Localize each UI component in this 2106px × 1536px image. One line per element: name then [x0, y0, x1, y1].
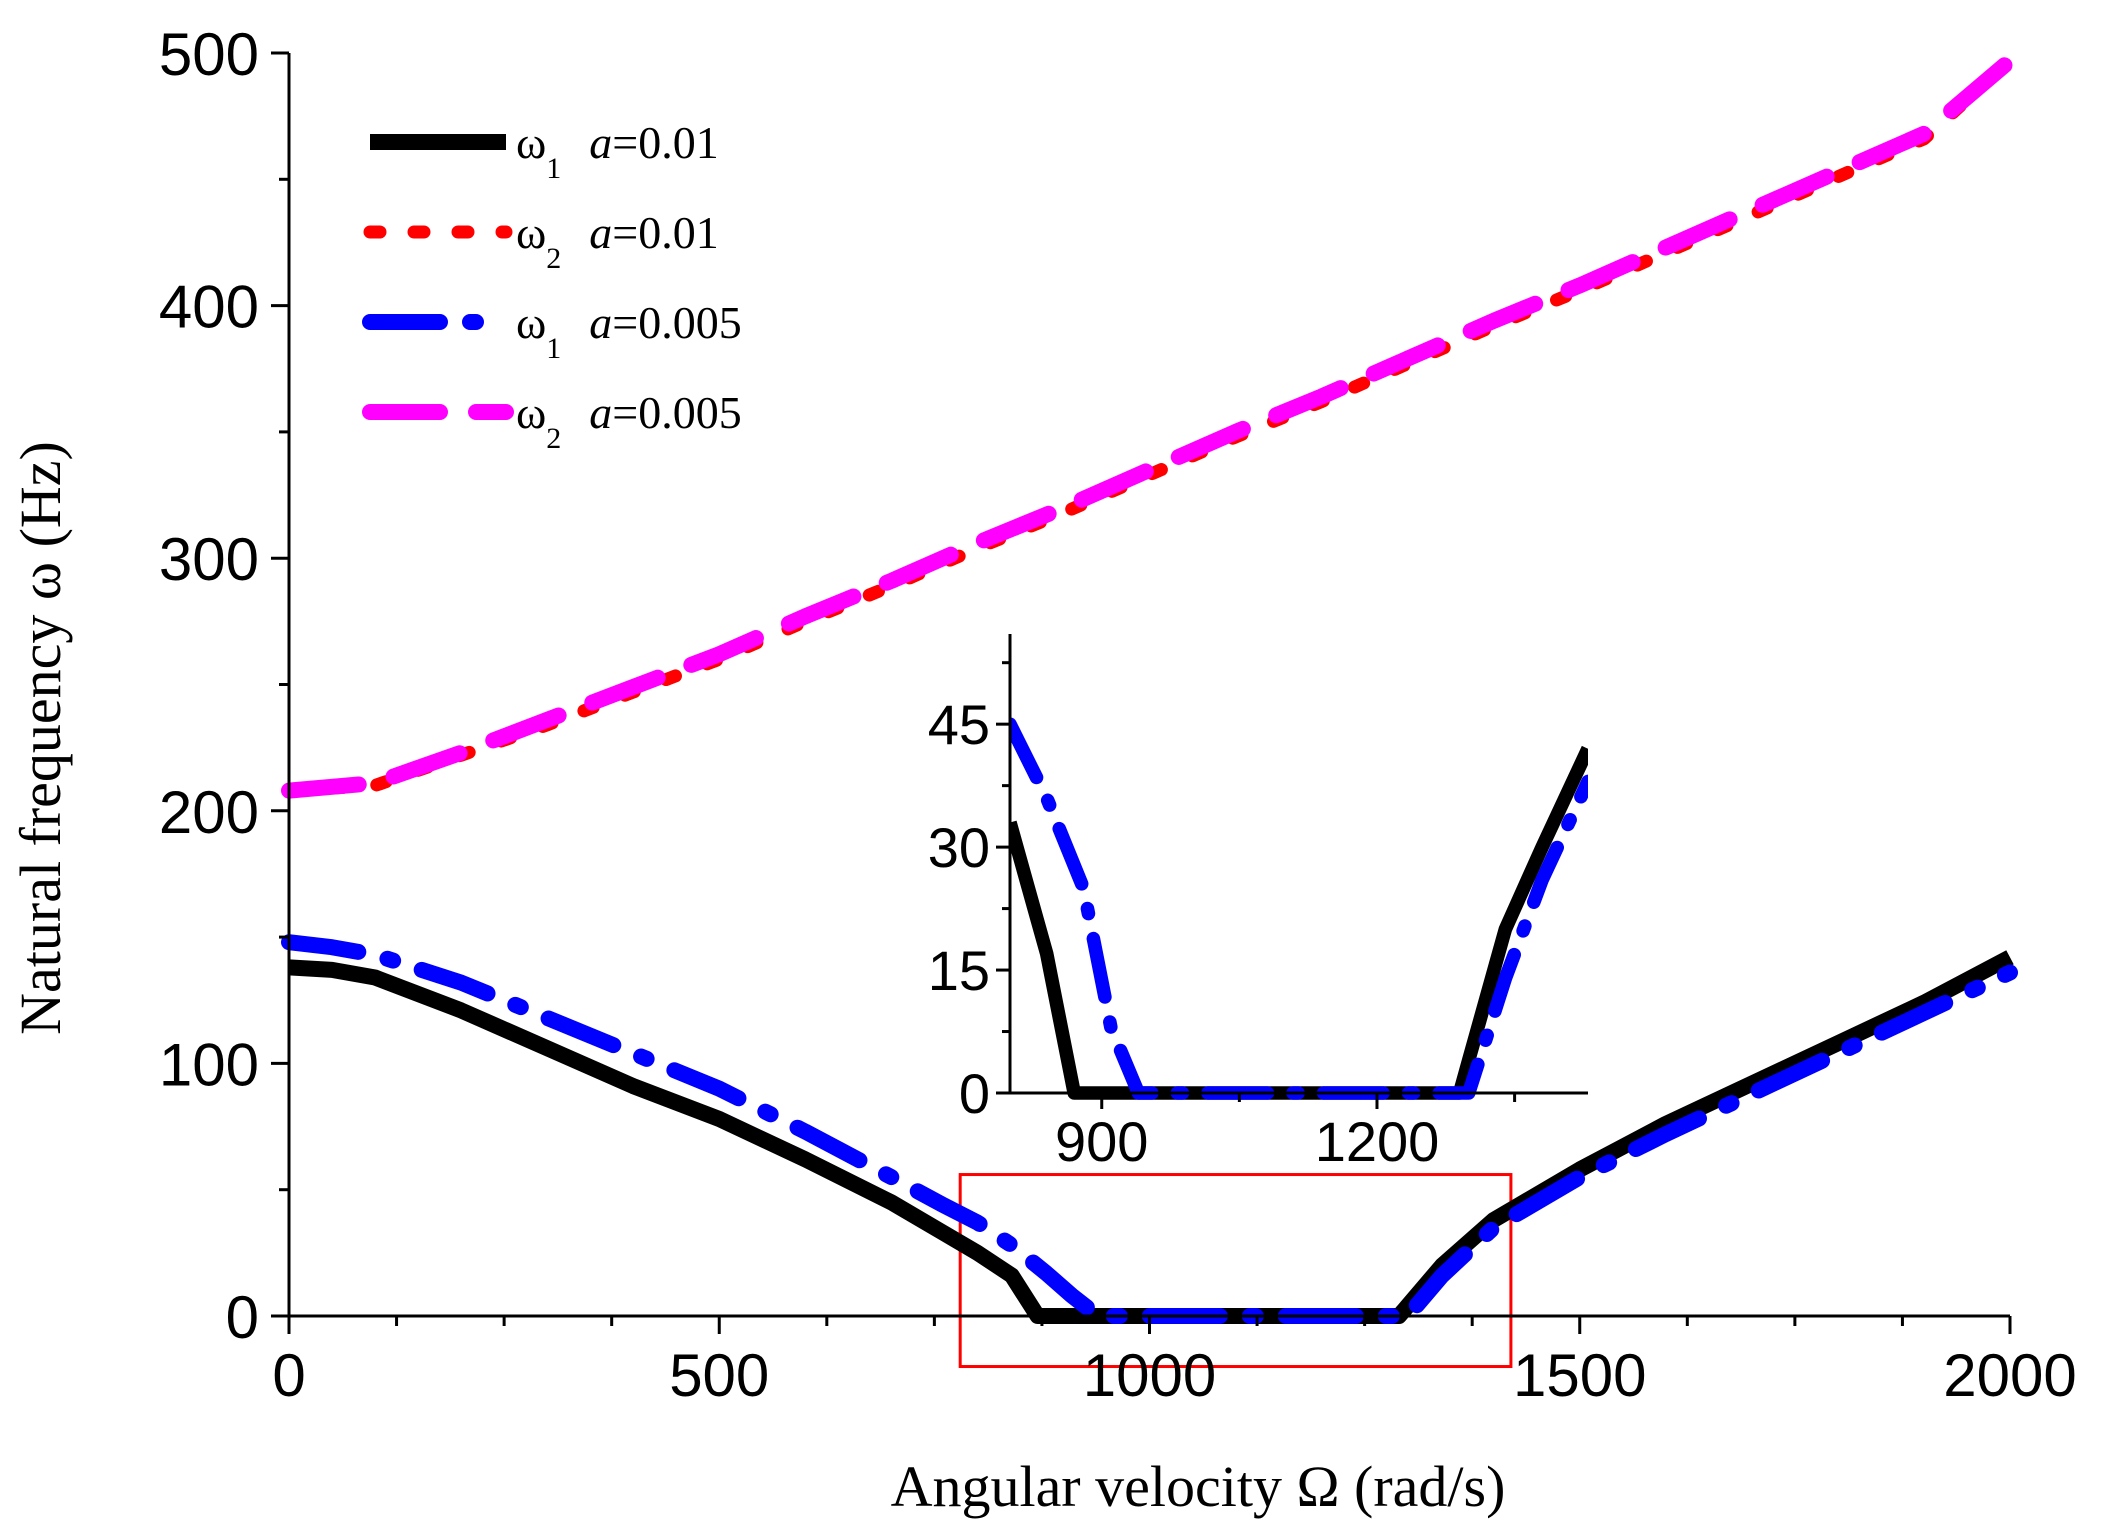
- inset-x-tick-label: 900: [1055, 1110, 1148, 1173]
- y-tick-label: 100: [159, 1031, 259, 1098]
- inset-x-tick-label: 1200: [1315, 1110, 1440, 1173]
- y-tick-label: 500: [159, 21, 259, 88]
- inset-y-tick-label: 30: [928, 816, 990, 879]
- x-tick-label: 2000: [1943, 1342, 2076, 1409]
- y-axis-title: Natural frequency ω (Hz): [8, 441, 73, 1035]
- inset-y-tick-label: 15: [928, 939, 990, 1002]
- y-tick-label: 400: [159, 274, 259, 341]
- zoom-highlight-box: [958, 1173, 1513, 1369]
- inset-plot: 900 1200 0 15 30 45: [928, 634, 1588, 1173]
- inset-y-tick-label: 45: [928, 693, 990, 756]
- legend: ω1a=0.01 ω2a=0.01 ω1a=0.005 ω2a=0.005: [362, 117, 742, 455]
- x-tick-label: 500: [669, 1342, 769, 1409]
- x-tick-label: 1500: [1513, 1342, 1646, 1409]
- x-tick-label: 1000: [1083, 1342, 1216, 1409]
- series-line-0000ff-dashdot: [281, 934, 2018, 1324]
- x-tick-label: 0: [272, 1342, 305, 1409]
- inset-tick-labels: 900 1200 0 15 30 45: [928, 693, 1440, 1173]
- legend-label: ω1a=0.005: [516, 297, 742, 365]
- series-line-ff00ff-dashed: [281, 52, 2018, 799]
- inset-y-tick-label: 0: [959, 1062, 990, 1125]
- inset-axes: [996, 634, 1588, 1109]
- inset-background: [1010, 634, 1588, 1093]
- main-axes: [271, 51, 2012, 1334]
- legend-label: ω1a=0.01: [516, 117, 719, 185]
- legend-label: ω2a=0.005: [516, 387, 742, 455]
- legend-label: ω2a=0.01: [516, 207, 719, 275]
- y-tick-label: 0: [226, 1284, 259, 1351]
- y-tick-label: 200: [159, 779, 259, 846]
- y-tick-label: 300: [159, 526, 259, 593]
- x-axis-title: Angular velocity Ω (rad/s): [891, 1454, 1506, 1519]
